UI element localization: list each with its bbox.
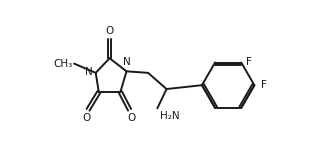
Text: O: O [106,26,114,36]
Text: N: N [123,58,131,67]
Text: F: F [260,80,266,90]
Text: CH₃: CH₃ [53,59,72,69]
Text: N: N [85,67,92,77]
Text: F: F [246,57,252,67]
Text: O: O [82,113,91,123]
Text: O: O [127,113,135,123]
Text: H₂N: H₂N [160,111,180,121]
